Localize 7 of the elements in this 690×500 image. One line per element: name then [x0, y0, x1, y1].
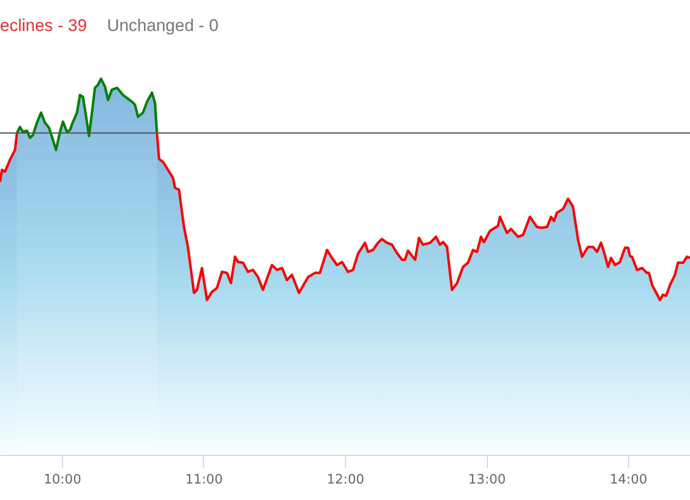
x-tick-label: 13:00 [468, 472, 506, 488]
x-tick-label: 11:00 [185, 472, 223, 488]
x-tick-label: 10:00 [44, 472, 82, 488]
text: Unchanged - 0 [106, 16, 218, 35]
x-tick-label: 12:00 [326, 472, 364, 488]
text: eclines - 39 [0, 16, 87, 35]
x-tick-label: 14:00 [610, 472, 648, 488]
